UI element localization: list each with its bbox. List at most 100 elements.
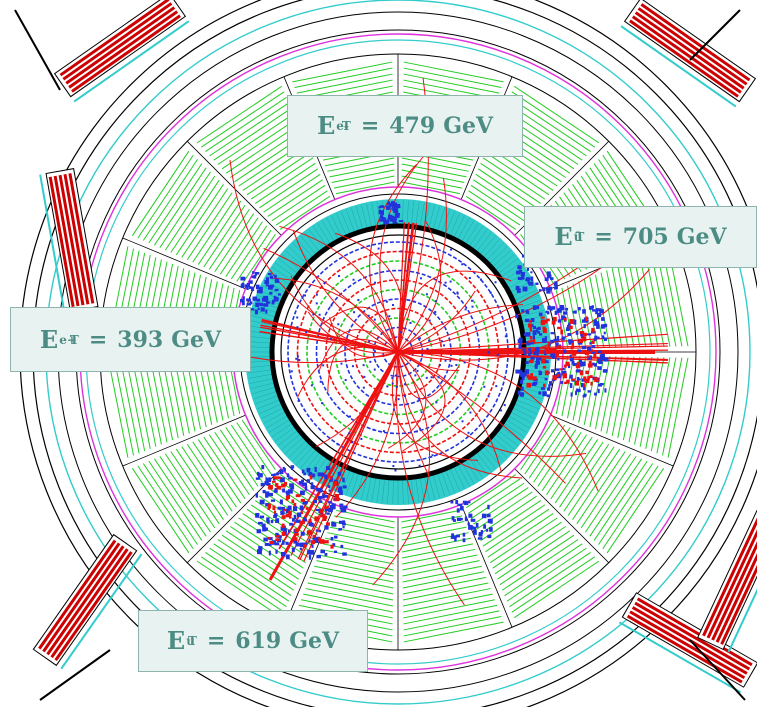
track: [263, 247, 399, 353]
energy-hit: [462, 538, 466, 543]
calorimeter-layer: [403, 67, 502, 88]
energy-hit: [522, 286, 528, 292]
energy-hit: [530, 276, 534, 282]
muon-chamber-bar: [54, 551, 133, 661]
cyan-tick: [449, 213, 461, 236]
tracker-hit: [425, 376, 428, 379]
energy-hit: [277, 293, 281, 296]
energy-hit: [313, 499, 318, 504]
calorimeter-layer: [511, 91, 596, 148]
energy-hit: [561, 336, 566, 340]
calorimeter-layer: [131, 357, 151, 449]
energy-hit: [334, 550, 338, 553]
energy-hit: [282, 541, 285, 545]
energy-hit: [285, 541, 289, 545]
tracker-hit: [373, 318, 376, 321]
energy-hit: [260, 515, 265, 519]
cyan-tick: [457, 217, 470, 240]
energy-hit: [583, 383, 586, 388]
cyan-tick: [415, 478, 420, 503]
energy-hit: [329, 476, 332, 480]
cyan-tick: [263, 411, 286, 424]
energy-hit: [595, 310, 598, 315]
energy-hit: [289, 522, 293, 526]
muon-chamber-bar: [634, 601, 751, 671]
energy-hit: [241, 300, 245, 306]
energy-hit: [252, 271, 255, 274]
cyan-tick: [317, 460, 331, 482]
energy-hit: [599, 309, 604, 314]
energy-hit: [517, 277, 523, 281]
tracker-hit: [319, 380, 322, 383]
energy-hit: [277, 476, 281, 480]
energy-hit: [306, 467, 311, 473]
calorimeter-layer: [225, 221, 263, 277]
energy-hit: [561, 370, 567, 376]
energy-hit: [271, 301, 275, 305]
energy-hit: [580, 382, 584, 388]
energy-hit: [281, 483, 286, 488]
energy-hit: [257, 521, 263, 525]
energy-hit: [279, 535, 282, 539]
calorimeter-layer: [401, 526, 467, 541]
energy-hit: [528, 347, 532, 352]
energy-hit: [259, 286, 263, 291]
energy-hit: [532, 381, 538, 385]
muon-chamber-edge: [620, 25, 737, 108]
energy-hit: [331, 521, 335, 527]
tracker-hit: [469, 411, 472, 414]
energy-hit: [544, 336, 547, 340]
calorimeter-layer: [333, 515, 395, 529]
energy-hit: [392, 221, 398, 224]
muon-chamber-bar: [59, 0, 170, 77]
energy-hit: [274, 296, 279, 302]
muon-chamber: [39, 168, 99, 313]
energy-hit: [299, 547, 303, 551]
energy-unit: GeV: [171, 326, 222, 353]
energy-hit: [478, 532, 483, 537]
calorimeter-layer: [301, 599, 393, 619]
energy-hit: [240, 298, 245, 303]
et-subscript: T: [69, 332, 79, 347]
calorimeter-layer: [506, 547, 587, 602]
muon-chamber-bar: [637, 7, 748, 86]
calorimeter-layer: [316, 560, 394, 577]
calorimeter-layer: [550, 436, 593, 500]
calorimeter-layer: [209, 547, 290, 602]
energy-hit: [283, 508, 287, 512]
muon-chamber-edge: [60, 553, 143, 670]
calorimeter-layer: [509, 552, 591, 608]
et-subscript: T: [341, 119, 351, 133]
energy-hit: [275, 535, 280, 538]
energy-hit: [310, 473, 316, 478]
tracker-hit: [403, 395, 406, 398]
cyan-tick: [480, 449, 496, 469]
calorimeter-layer: [475, 491, 533, 531]
energy-hit: [324, 540, 329, 544]
tracker-hit: [392, 408, 395, 411]
calorimeter-layer: [403, 593, 493, 613]
energy-hit: [589, 306, 594, 310]
energy-hit: [538, 370, 541, 376]
energy-hit: [570, 392, 573, 397]
energy-hit: [380, 210, 384, 216]
energy-hit: [559, 307, 565, 311]
calorimeter-layer: [554, 439, 599, 504]
tracker-hit: [455, 364, 458, 367]
energy-hit: [487, 518, 493, 524]
energy-hit: [251, 275, 255, 279]
energy-hit: [292, 478, 298, 481]
calorimeter-layer: [611, 356, 629, 436]
calorimeter-layer: [197, 439, 242, 504]
energy-hit: [318, 529, 322, 533]
energy-hit: [269, 540, 274, 544]
tracker-hit: [351, 365, 354, 368]
jet-track: [397, 222, 410, 353]
calorimeter-layer: [628, 356, 647, 443]
energy-hit: [537, 326, 541, 331]
calorimeter-layer: [159, 456, 211, 533]
tracker-hit: [304, 294, 307, 297]
energy-hit: [528, 352, 531, 356]
energy-hit: [260, 307, 265, 312]
